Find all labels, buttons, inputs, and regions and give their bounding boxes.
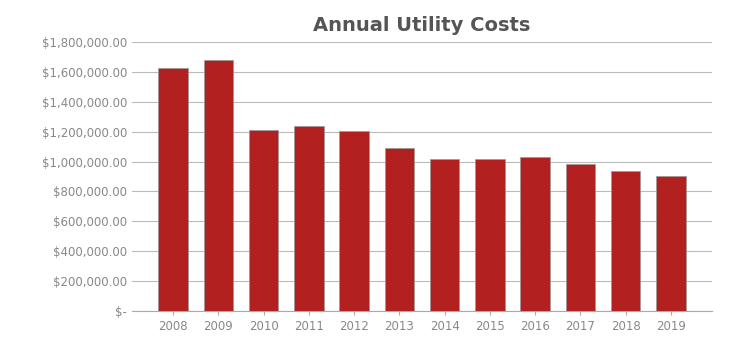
Bar — [385, 148, 414, 311]
Title: Annual Utility Costs: Annual Utility Costs — [313, 16, 531, 35]
Bar — [520, 157, 550, 311]
Bar — [656, 176, 686, 311]
Bar — [339, 131, 369, 311]
Bar — [475, 158, 505, 311]
Bar — [204, 60, 233, 311]
Bar — [430, 159, 459, 311]
Bar — [159, 68, 188, 311]
Bar — [566, 164, 595, 311]
Bar — [294, 126, 324, 311]
Bar — [249, 130, 278, 311]
Bar — [611, 170, 640, 311]
